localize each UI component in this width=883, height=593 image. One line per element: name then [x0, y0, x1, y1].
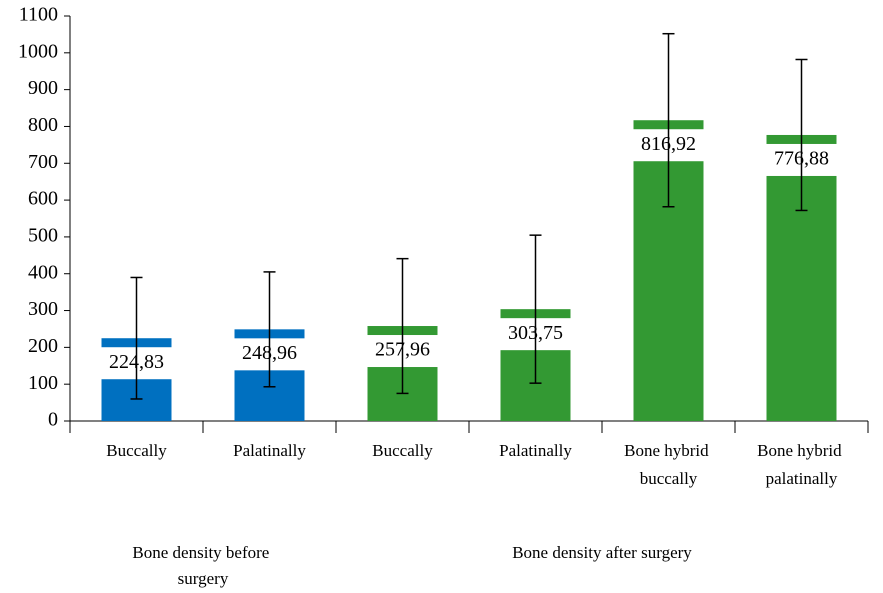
- error-bar: [529, 234, 542, 384]
- x-tick-label: Buccally: [106, 441, 167, 460]
- error-bar: [396, 257, 409, 395]
- y-tick-label: 800: [28, 114, 58, 136]
- x-tick-label: Palatinally: [499, 441, 572, 460]
- group-label: Bone density before surgery: [132, 543, 273, 588]
- x-tick-label: Buccally: [372, 441, 433, 460]
- y-tick-label: 600: [28, 188, 58, 210]
- y-tick-label: 1000: [18, 40, 58, 62]
- error-bar: [263, 271, 276, 388]
- error-bar: [662, 32, 675, 208]
- y-tick-label: 400: [28, 261, 58, 283]
- x-tick-label: Palatinally: [233, 441, 306, 460]
- y-tick-label: 900: [28, 77, 58, 99]
- y-tick-label: 700: [28, 151, 58, 173]
- x-tick-label: Bone hybrid buccally: [624, 441, 713, 488]
- error-bar: [795, 58, 808, 212]
- y-tick-label: 100: [28, 372, 58, 394]
- x-tick-label: Bone hybrid palatinally: [757, 441, 846, 488]
- group-label: Bone density after surgery: [512, 543, 692, 562]
- y-tick-label: 1100: [19, 4, 58, 26]
- y-tick-label: 200: [28, 335, 58, 357]
- y-tick-label: 300: [28, 298, 58, 320]
- y-tick-label: 0: [48, 409, 58, 431]
- y-tick-label: 500: [28, 225, 58, 247]
- error-bar: [130, 276, 143, 400]
